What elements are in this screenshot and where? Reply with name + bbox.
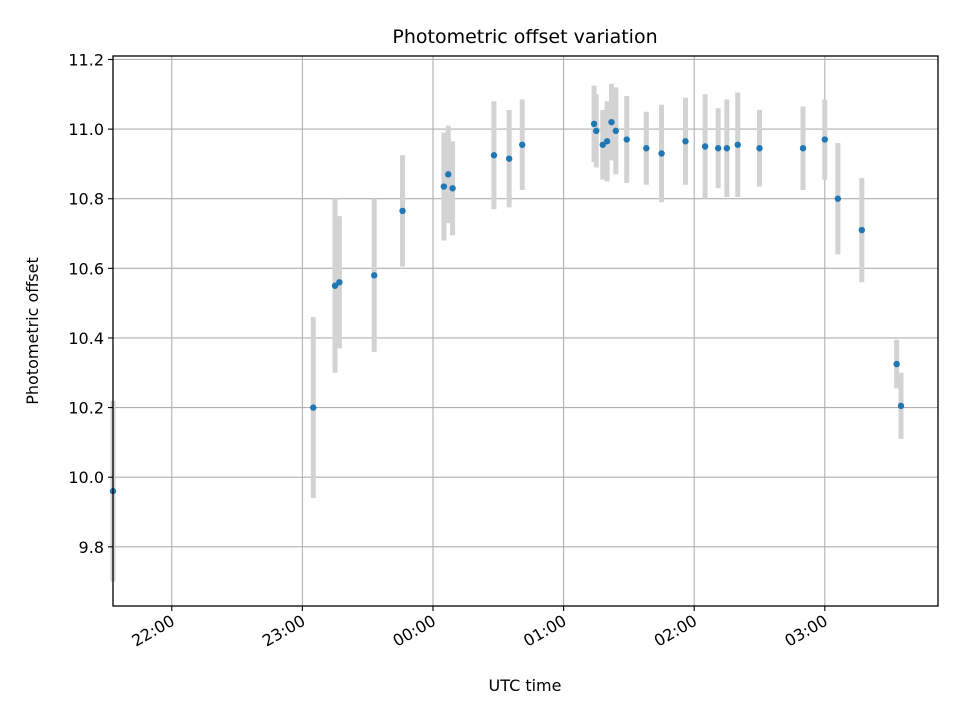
y-tick-label: 10.0 <box>68 468 104 487</box>
data-point <box>599 141 606 148</box>
y-tick-label: 11.2 <box>68 50 104 69</box>
data-point <box>858 226 866 234</box>
data-point <box>519 141 526 148</box>
data-point <box>834 195 842 202</box>
data-point <box>371 272 378 279</box>
data-point <box>590 120 598 128</box>
data-point <box>658 150 665 157</box>
data-point <box>399 207 406 215</box>
data-point <box>734 141 741 148</box>
y-tick-label: 10.4 <box>68 329 104 348</box>
y-tick-label: 11.0 <box>68 120 104 139</box>
data-point <box>893 360 900 368</box>
y-axis-label: Photometric offset <box>23 257 42 405</box>
y-tick-label: 10.6 <box>68 259 104 278</box>
data-point <box>682 138 689 145</box>
data-point <box>336 279 343 286</box>
data-points <box>109 118 905 495</box>
chart-title: Photometric offset variation <box>392 26 657 48</box>
data-point <box>608 118 615 126</box>
data-point <box>897 402 905 410</box>
data-point <box>623 136 630 143</box>
grid <box>113 56 938 606</box>
data-point <box>445 171 452 178</box>
y-axis: 9.8 10.0 10.2 10.4 10.6 10.8 11.0 11.2 <box>68 50 113 557</box>
data-point <box>756 145 763 152</box>
y-tick-label: 10.8 <box>68 190 104 209</box>
data-point <box>701 143 709 150</box>
y-tick-label: 9.8 <box>79 538 104 557</box>
plot-frame <box>112 55 939 607</box>
data-point <box>310 404 317 411</box>
data-point <box>449 185 456 192</box>
y-tick-label: 10.2 <box>68 399 104 418</box>
data-point <box>505 155 513 162</box>
data-point <box>440 183 448 190</box>
x-axis-label: UTC time <box>489 676 562 695</box>
data-point <box>821 136 829 143</box>
data-point <box>643 145 650 152</box>
data-point <box>331 282 339 289</box>
data-point <box>799 145 807 152</box>
data-point <box>490 152 498 159</box>
data-point <box>714 145 722 152</box>
data-point <box>612 127 620 135</box>
data-point <box>603 138 611 145</box>
data-point <box>723 145 731 152</box>
data-point <box>593 127 600 135</box>
